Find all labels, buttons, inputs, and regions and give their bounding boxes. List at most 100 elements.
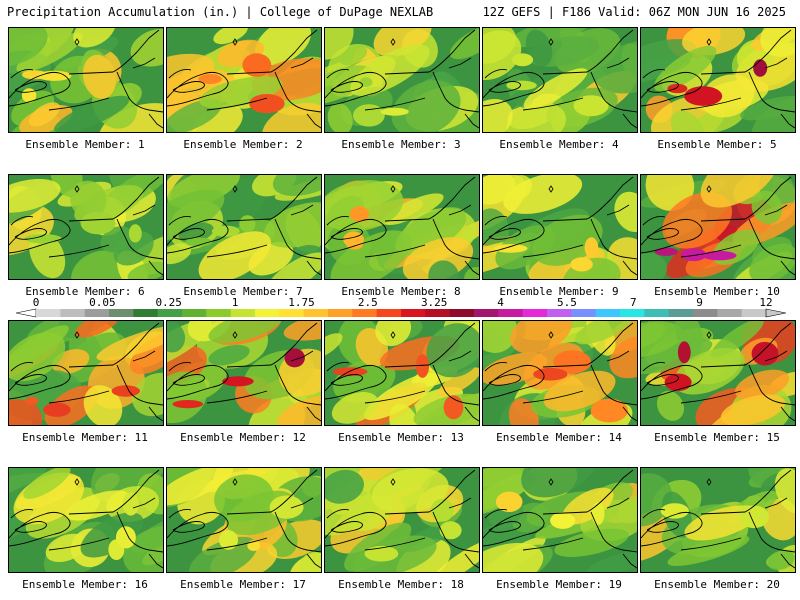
- station-marker: [390, 38, 396, 46]
- color-scale-bin: [279, 309, 305, 317]
- geography-outline: [483, 29, 637, 129]
- color-scale-bin: [206, 309, 232, 317]
- chart-title: Precipitation Accumulation (in.) | Colle…: [7, 5, 434, 19]
- color-scale-bin: [36, 309, 61, 317]
- ensemble-member-label: Ensemble Member: 18: [338, 578, 464, 591]
- station-marker: [548, 478, 554, 486]
- ensemble-member-label: Ensemble Member: 14: [496, 431, 622, 444]
- color-scale-bin: [620, 309, 645, 317]
- geography-outline: [9, 469, 163, 569]
- ensemble-map-panel: [482, 467, 638, 573]
- color-scale-tick-label: 1: [232, 296, 239, 309]
- color-scale-tick-label: 7: [630, 296, 637, 309]
- ensemble-member-label: Ensemble Member: 15: [654, 431, 780, 444]
- geography-outline: [167, 322, 321, 422]
- station-marker: [232, 331, 238, 339]
- ensemble-member-label: Ensemble Member: 16: [22, 578, 148, 591]
- color-scale-bin: [230, 309, 256, 317]
- color-scale-tick-label: 9: [696, 296, 703, 309]
- ensemble-member-label: Ensemble Member: 4: [499, 138, 619, 151]
- ensemble-map-panel: [166, 320, 322, 426]
- color-scale-tick-label: 0.05: [89, 296, 116, 309]
- color-scale-bin: [693, 309, 718, 317]
- color-scale-bin: [328, 309, 353, 317]
- color-scale-bin: [595, 309, 621, 317]
- color-scale-bin: [133, 309, 159, 317]
- ensemble-map-panel: [324, 467, 480, 573]
- geography-outline: [483, 322, 637, 422]
- geography-outline: [325, 176, 479, 276]
- station-marker: [232, 478, 238, 486]
- color-scale-bin: [425, 309, 451, 317]
- color-scale-tick-label: 3.25: [421, 296, 448, 309]
- ensemble-map-panel: [324, 174, 480, 280]
- ensemble-map-panel: [482, 174, 638, 280]
- geography-outline: [9, 29, 163, 129]
- color-scale-bin: [401, 309, 426, 317]
- ensemble-member-label: Ensemble Member: 20: [654, 578, 780, 591]
- ensemble-member-label: Ensemble Member: 17: [180, 578, 306, 591]
- color-scale-tick-label: 1.75: [288, 296, 315, 309]
- geography-outline: [483, 176, 637, 276]
- station-marker: [706, 38, 712, 46]
- ensemble-map-panel: [324, 27, 480, 133]
- ensemble-member-label: Ensemble Member: 8: [341, 285, 461, 298]
- color-scale-bin: [717, 309, 743, 317]
- color-scale-bin: [449, 309, 475, 317]
- ensemble-member-label: Ensemble Member: 9: [499, 285, 619, 298]
- station-marker: [232, 185, 238, 193]
- color-scale-tick-label: 12: [759, 296, 772, 309]
- ensemble-member-label: Ensemble Member: 1: [25, 138, 145, 151]
- ensemble-map-panel: [8, 174, 164, 280]
- station-marker: [548, 331, 554, 339]
- color-scale-bin: [84, 309, 110, 317]
- station-marker: [548, 38, 554, 46]
- station-marker: [232, 38, 238, 46]
- color-scale-bin: [644, 309, 670, 317]
- ensemble-member-label: Ensemble Member: 6: [25, 285, 145, 298]
- ensemble-map-panel: [166, 467, 322, 573]
- color-scale-bin: [474, 309, 499, 317]
- ensemble-map-panel: [324, 320, 480, 426]
- color-scale-tick-label: 0.25: [155, 296, 182, 309]
- color-scale-bin: [352, 309, 378, 317]
- ensemble-member-label: Ensemble Member: 5: [657, 138, 777, 151]
- color-scale-bin: [303, 309, 329, 317]
- station-marker: [706, 331, 712, 339]
- run-valid-time: 12Z GEFS | F186 Valid: 06Z MON JUN 16 20…: [482, 5, 786, 19]
- station-marker: [390, 185, 396, 193]
- station-marker: [390, 331, 396, 339]
- color-scale-tick-label: 0: [33, 296, 40, 309]
- color-scale-bin: [255, 309, 280, 317]
- color-scale-tick-label: 4: [497, 296, 504, 309]
- color-scale-bin: [547, 309, 572, 317]
- color-scale-bin: [60, 309, 86, 317]
- station-marker: [74, 331, 80, 339]
- ensemble-map-panel: [640, 174, 796, 280]
- ensemble-member-label: Ensemble Member: 10: [654, 285, 780, 298]
- color-scale-tick-label: 2.5: [358, 296, 378, 309]
- geography-outline: [483, 469, 637, 569]
- geography-outline: [325, 469, 479, 569]
- station-marker: [706, 185, 712, 193]
- color-scale-bin: [157, 309, 183, 317]
- station-marker: [74, 478, 80, 486]
- geography-outline: [167, 29, 321, 129]
- station-marker: [548, 185, 554, 193]
- ensemble-map-panel: [640, 467, 796, 573]
- ensemble-map-panel: [640, 320, 796, 426]
- ensemble-member-label: Ensemble Member: 13: [338, 431, 464, 444]
- geography-outline: [641, 176, 795, 276]
- color-scale-bin: [741, 309, 767, 317]
- station-marker: [390, 478, 396, 486]
- ensemble-map-panel: [8, 320, 164, 426]
- color-scale-bin: [182, 309, 207, 317]
- ensemble-map-panel: [8, 467, 164, 573]
- ensemble-member-label: Ensemble Member: 11: [22, 431, 148, 444]
- color-scale-bin: [109, 309, 134, 317]
- color-scale-bin: [522, 309, 548, 317]
- color-scale-bin: [571, 309, 597, 317]
- geography-outline: [325, 29, 479, 129]
- ensemble-map-panel: [166, 174, 322, 280]
- geography-outline: [167, 176, 321, 276]
